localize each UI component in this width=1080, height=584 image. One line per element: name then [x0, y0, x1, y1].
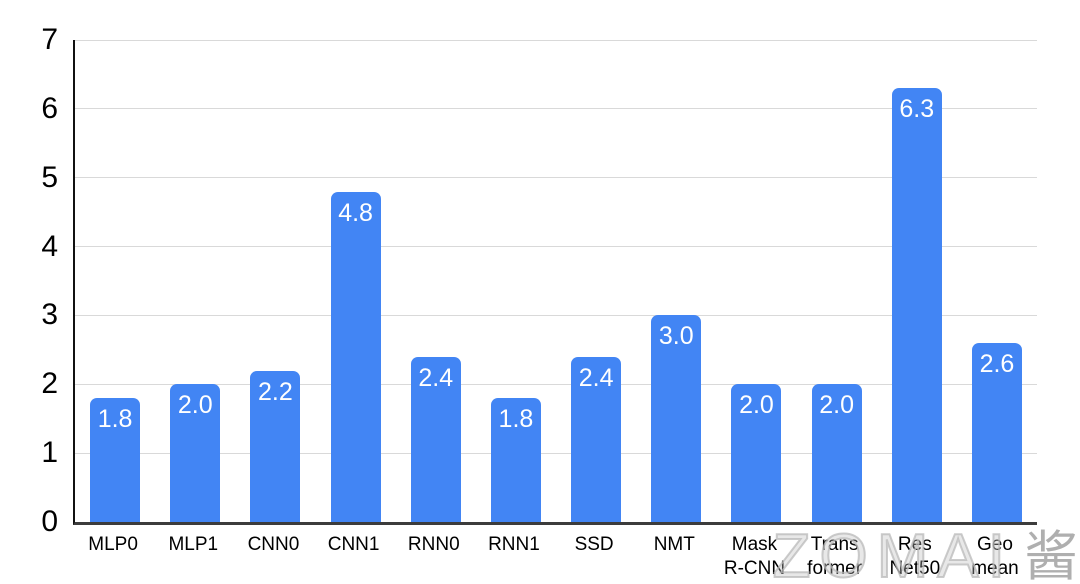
- bar-value-label: 1.8: [97, 405, 133, 434]
- y-tick-label: 3: [41, 298, 58, 332]
- x-tick-label-NMT: NMT: [653, 534, 695, 555]
- x-tick-label-MLP0: MLP0: [88, 534, 138, 555]
- x-tick-label-Transformer: Trans former: [807, 534, 863, 579]
- bar-value-label: 2.4: [418, 363, 454, 392]
- y-tick-label: 7: [41, 23, 58, 56]
- bar-slot: 2.2: [235, 40, 315, 522]
- x-tick-label-CNN1: CNN1: [327, 534, 380, 555]
- bar-CNN1: 4.8: [330, 191, 381, 522]
- x-tick-label-Mask R-CNN: Mask R-CNN: [723, 534, 786, 579]
- bar-MLP1: 2.0: [170, 384, 221, 522]
- y-tick-label: 6: [41, 91, 58, 125]
- plot-area: 1.8 2.0 2.2 4.8 2.4 1.8 2.4 3.0 2.0 2.0 6.3 2.6: [73, 39, 1037, 525]
- bar-value-label: 1.8: [498, 405, 534, 434]
- gridline: [75, 383, 1037, 385]
- bar-value-label: 4.8: [338, 198, 373, 227]
- bar-slot: 4.8: [316, 40, 396, 522]
- bar-Transformer: 2.0: [811, 384, 862, 522]
- y-tick-label: 1: [41, 436, 58, 470]
- y-tick-label: 2: [41, 367, 58, 401]
- x-tick-label-ResNet50: Res Net50: [889, 534, 941, 579]
- x-tick-label-RNN1: RNN1: [488, 534, 540, 555]
- bar-value-label: 3.0: [658, 322, 694, 351]
- bar-CNN0: 2.2: [250, 370, 301, 522]
- bar-slot: 2.6: [957, 40, 1037, 522]
- gridline: [75, 108, 1037, 110]
- x-tick-label-RNN0: RNN0: [407, 534, 460, 555]
- bar-slot: 2.0: [716, 40, 796, 522]
- bar-slot: 2.0: [797, 40, 877, 522]
- y-tick-label: 5: [41, 160, 58, 194]
- bar-value-label: 2.0: [819, 391, 854, 420]
- bar-value-label: 2.4: [578, 363, 614, 392]
- x-tick-label-SSD: SSD: [574, 534, 614, 555]
- bar-slot: 2.4: [556, 40, 636, 522]
- bar-value-label: 2.6: [979, 349, 1015, 378]
- bar-NMT: 3.0: [651, 315, 702, 522]
- gridline: [75, 314, 1037, 316]
- bar-value-label: 2.0: [739, 391, 774, 420]
- bar-slot: 2.4: [396, 40, 476, 522]
- gridline: [75, 452, 1037, 454]
- bar-ResNet50: 6.3: [891, 88, 942, 522]
- bar-RNN1: 1.8: [490, 398, 541, 522]
- bar-slot: 1.8: [476, 40, 556, 522]
- x-tick-label-CNN0: CNN0: [247, 534, 300, 555]
- bar-slot: 6.3: [877, 40, 957, 522]
- bar-value-label: 2.0: [177, 391, 213, 420]
- bar-Geo mean: 2.6: [971, 342, 1022, 522]
- y-tick-label: 0: [41, 505, 58, 538]
- y-axis: 0 1 2 3 4 5 6 7: [0, 25, 58, 537]
- bar-slot: 2.0: [155, 40, 235, 522]
- bar-value-label: 6.3: [899, 95, 935, 124]
- y-tick-label: 4: [41, 229, 58, 263]
- bar-RNN0: 2.4: [410, 356, 461, 522]
- bar-SSD: 2.4: [571, 356, 622, 522]
- gridline: [75, 246, 1037, 248]
- x-tick-label-Geo mean: Geo mean: [971, 534, 1019, 579]
- bar-value-label: 2.2: [258, 377, 293, 406]
- gridline: [75, 39, 1037, 41]
- bar-slot: 3.0: [636, 40, 716, 522]
- bar-slot: 1.8: [75, 40, 155, 522]
- bar-MLP0: 1.8: [90, 398, 141, 522]
- x-axis: MLP0 MLP1 CNN0 CNN1 RNN0 RNN1 SSD NMT Mask R-CNN…: [73, 533, 1035, 581]
- bars-row: 1.8 2.0 2.2 4.8 2.4 1.8 2.4 3.0 2.0 2.0 6.3 2.6: [75, 40, 1037, 522]
- gridline: [75, 177, 1037, 179]
- x-tick-label-MLP1: MLP1: [168, 534, 219, 555]
- bar-Mask R-CNN: 2.0: [731, 384, 782, 522]
